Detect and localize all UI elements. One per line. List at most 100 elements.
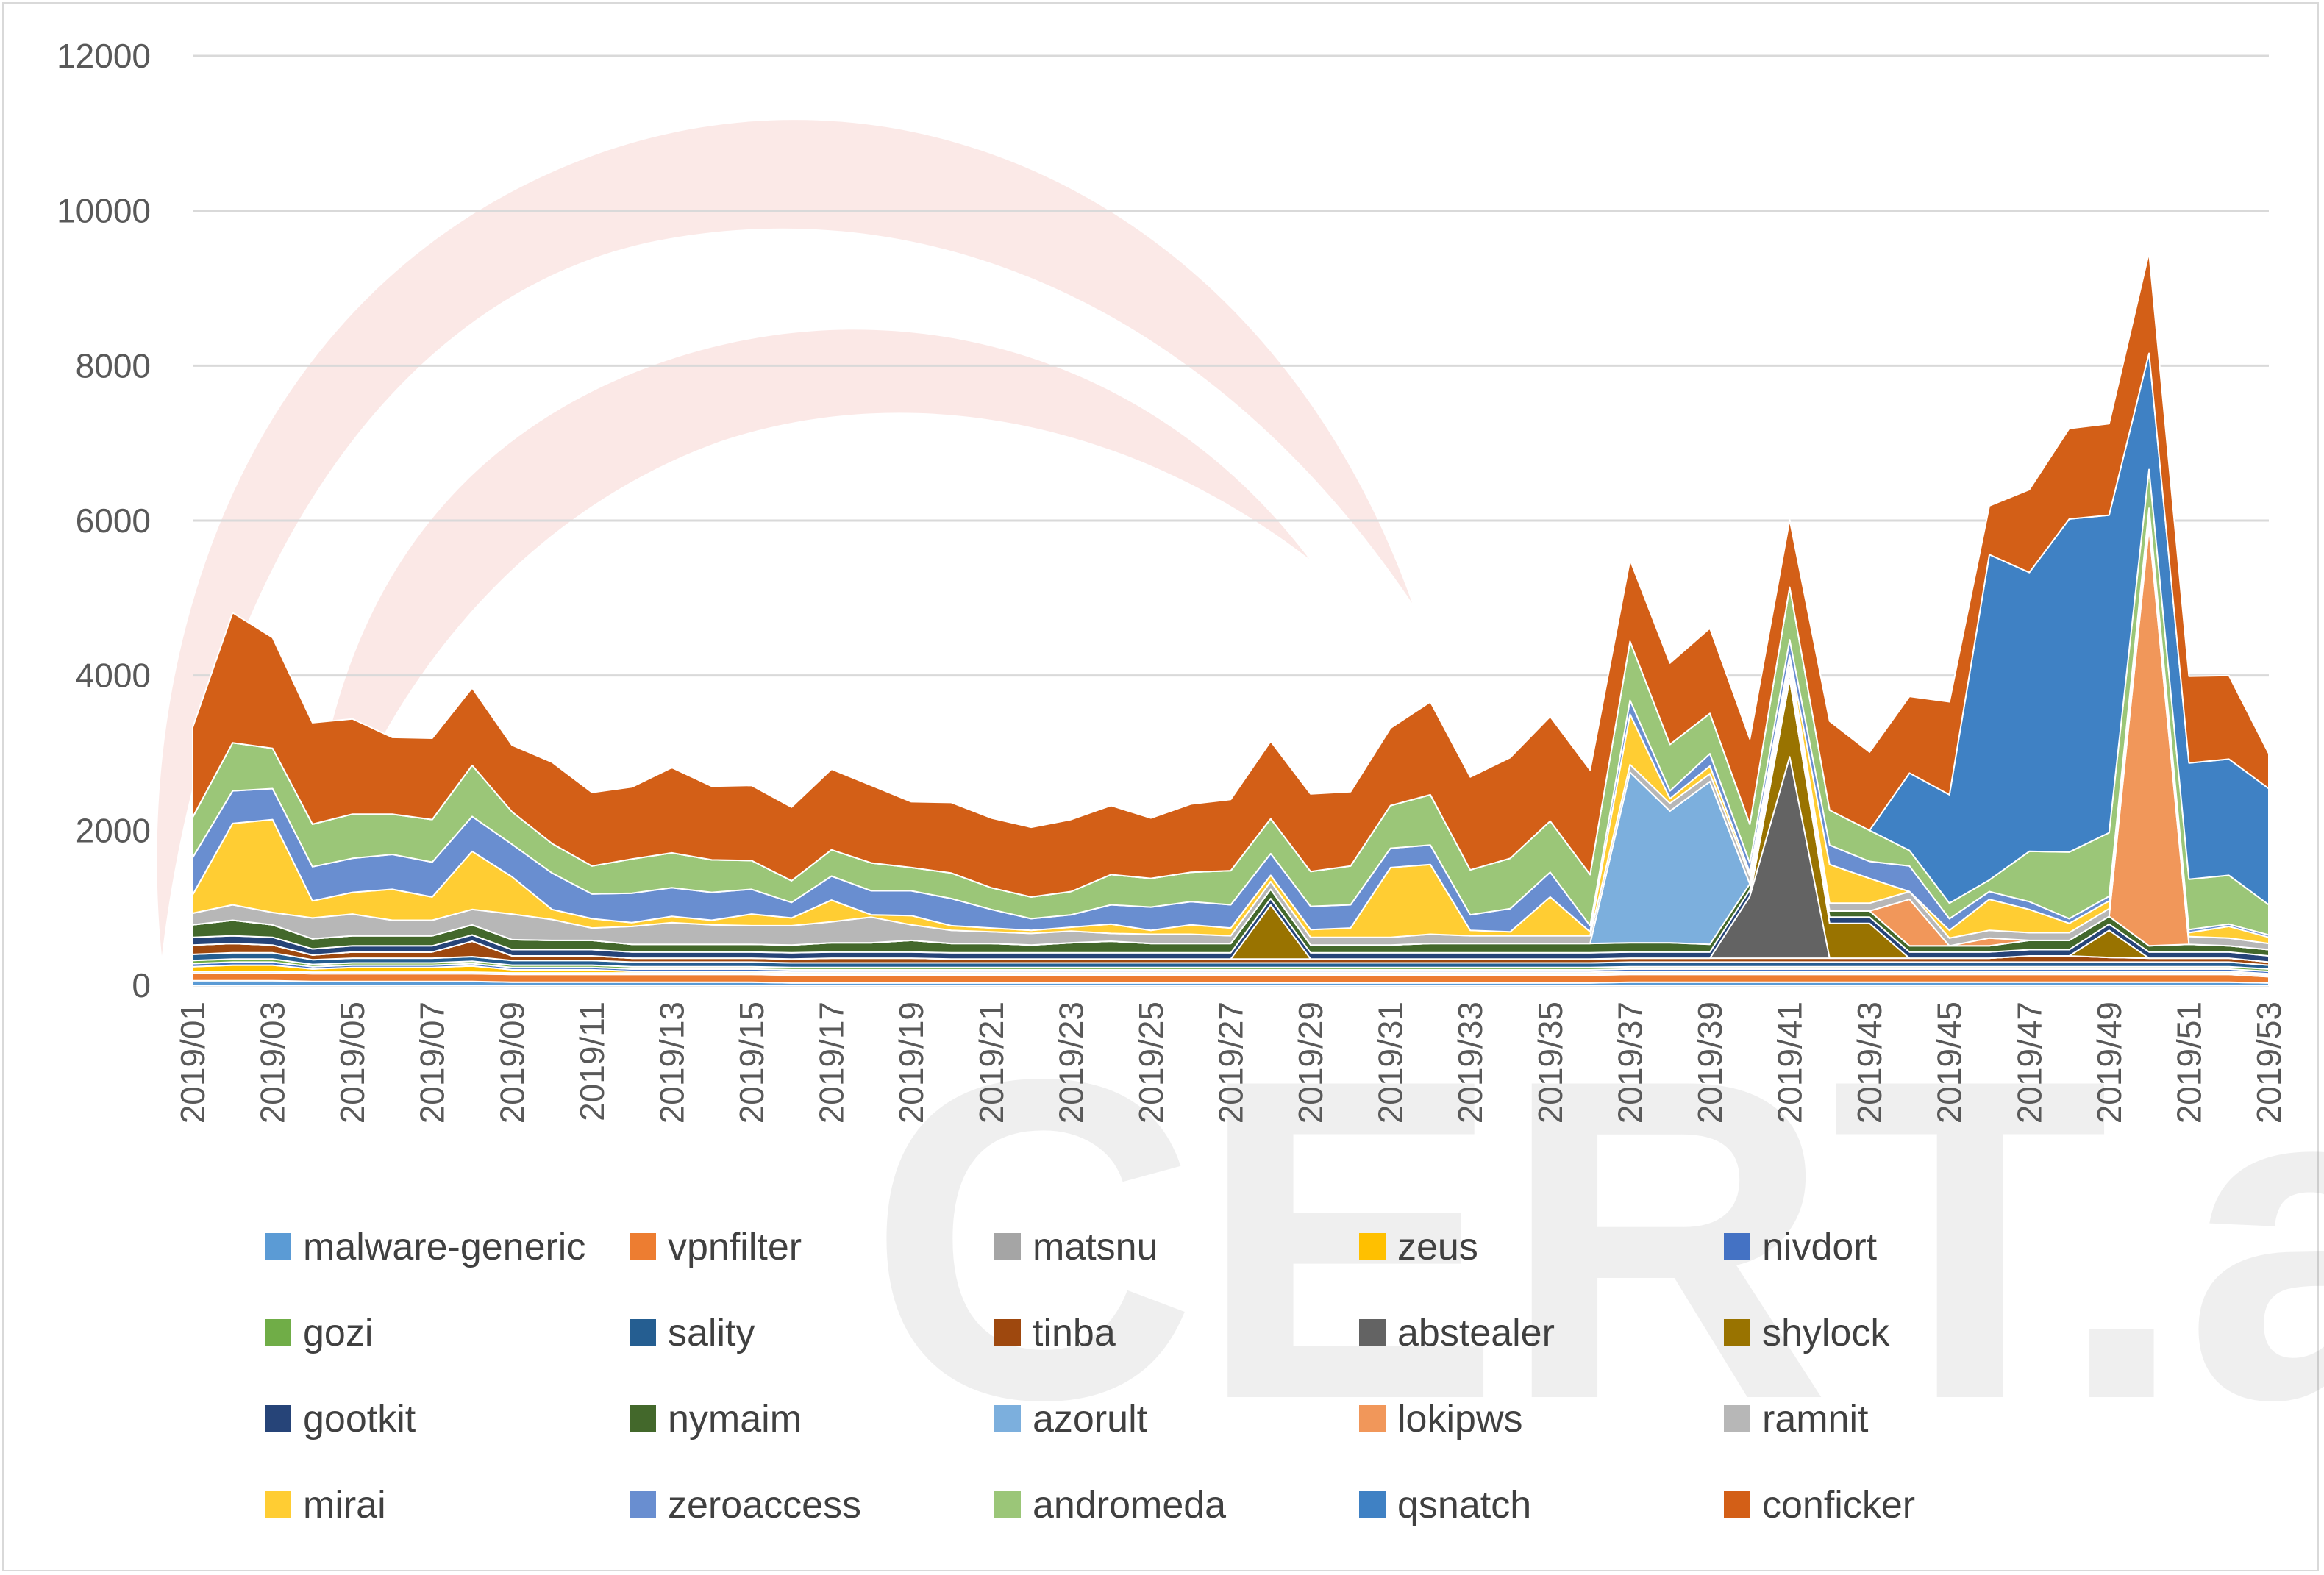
x-tick-label: 2019/27 — [1212, 1001, 1250, 1124]
legend-label: lokipws — [1397, 1398, 1523, 1440]
legend-swatch — [265, 1233, 291, 1260]
legend-label: nymaim — [668, 1398, 802, 1440]
legend-label: malware-generic — [303, 1226, 585, 1268]
legend-swatch — [1359, 1405, 1386, 1432]
area-conficker — [192, 251, 2270, 898]
legend-item-ramnit: ramnit — [1724, 1398, 1869, 1440]
legend-item-lokipws: lokipws — [1359, 1398, 1523, 1440]
legend-label: abstealer — [1397, 1312, 1555, 1354]
x-tick-label: 2019/37 — [1611, 1001, 1649, 1124]
legend-item-malware-generic: malware-generic — [265, 1226, 585, 1268]
series-areas — [192, 251, 2270, 986]
legend-item-mirai: mirai — [265, 1484, 386, 1526]
y-tick-label: 2000 — [76, 811, 151, 849]
y-tick-label: 10000 — [57, 192, 151, 230]
legend-label: vpnfilter — [668, 1226, 802, 1268]
y-tick-label: 4000 — [76, 657, 151, 695]
x-tick-label: 2019/45 — [1931, 1001, 1969, 1124]
legend-item-zeroaccess: zeroaccess — [630, 1484, 861, 1526]
x-tick-label: 2019/01 — [174, 1001, 212, 1124]
x-tick-label: 2019/41 — [1771, 1001, 1809, 1124]
y-tick-label: 12000 — [57, 37, 151, 75]
x-tick-label: 2019/07 — [413, 1001, 452, 1124]
legend-label: azorult — [1033, 1398, 1148, 1440]
legend-swatch — [1359, 1491, 1386, 1518]
x-tick-label: 2019/39 — [1691, 1001, 1729, 1124]
legend-label: ramnit — [1762, 1398, 1869, 1440]
x-tick-label: 2019/51 — [2170, 1001, 2208, 1124]
legend-label: conficker — [1762, 1484, 1915, 1526]
legend-item-abstealer: abstealer — [1359, 1312, 1555, 1354]
legend-item-andromeda: andromeda — [994, 1484, 1226, 1526]
legend-swatch — [1724, 1405, 1750, 1432]
x-tick-label: 2019/21 — [972, 1001, 1010, 1124]
legend-item-qsnatch: qsnatch — [1359, 1484, 1531, 1526]
legend-label: tinba — [1033, 1312, 1116, 1354]
legend-swatch — [1359, 1319, 1386, 1346]
x-tick-label: 2019/15 — [733, 1001, 771, 1124]
legend-swatch — [265, 1319, 291, 1346]
legend-item-shylock: shylock — [1724, 1312, 1890, 1354]
x-tick-label: 2019/13 — [652, 1001, 691, 1124]
legend-swatch — [994, 1233, 1021, 1260]
legend-swatch — [265, 1491, 291, 1518]
x-tick-label: 2019/05 — [333, 1001, 371, 1124]
legend-swatch — [630, 1405, 656, 1432]
legend-swatch — [630, 1233, 656, 1260]
x-tick-label: 2019/33 — [1451, 1001, 1489, 1124]
x-tick-label: 2019/31 — [1372, 1001, 1410, 1124]
legend-swatch — [994, 1405, 1021, 1432]
legend-item-gozi: gozi — [265, 1312, 373, 1354]
legend-label: nivdort — [1762, 1226, 1878, 1268]
x-tick-label: 2019/43 — [1850, 1001, 1889, 1124]
x-tick-label: 2019/53 — [2250, 1001, 2288, 1124]
legend: malware-generic vpnfilter matsnu zeus nivdor… — [265, 1226, 1915, 1526]
x-tick-label: 2019/09 — [493, 1001, 531, 1124]
y-tick-label: 6000 — [76, 501, 151, 540]
legend-item-gootkit: gootkit — [265, 1398, 416, 1440]
legend-item-nivdort: nivdort — [1724, 1226, 1878, 1268]
legend-item-conficker: conficker — [1724, 1484, 1915, 1526]
legend-item-tinba: tinba — [994, 1312, 1116, 1354]
legend-swatch — [1724, 1319, 1750, 1346]
legend-swatch — [994, 1491, 1021, 1518]
y-tick-label: 0 — [132, 966, 151, 1004]
x-tick-label: 2019/23 — [1052, 1001, 1090, 1124]
legend-swatch — [630, 1319, 656, 1346]
x-tick-label: 2019/11 — [573, 1001, 611, 1121]
x-tick-label: 2019/03 — [254, 1001, 292, 1124]
legend-label: gootkit — [303, 1398, 416, 1440]
legend-label: shylock — [1762, 1312, 1890, 1354]
y-axis: 0 2000 4000 6000 8000 10000 12000 — [57, 37, 151, 1004]
legend-swatch — [630, 1491, 656, 1518]
legend-swatch — [1724, 1491, 1750, 1518]
legend-item-vpnfilter: vpnfilter — [630, 1226, 802, 1268]
legend-label: sality — [668, 1312, 755, 1354]
legend-item-sality: sality — [630, 1312, 755, 1354]
x-tick-label: 2019/29 — [1291, 1001, 1330, 1124]
x-axis: 2019/01 2019/03 2019/05 2019/07 2019/09 2019/… — [174, 1001, 2288, 1124]
x-tick-label: 2019/17 — [813, 1001, 851, 1124]
legend-label: qsnatch — [1397, 1484, 1531, 1526]
x-tick-label: 2019/35 — [1531, 1001, 1569, 1124]
legend-label: matsnu — [1033, 1226, 1158, 1268]
legend-swatch — [994, 1319, 1021, 1346]
legend-item-nymaim: nymaim — [630, 1398, 802, 1440]
x-tick-label: 2019/47 — [2010, 1001, 2048, 1124]
legend-item-zeus: zeus — [1359, 1226, 1478, 1268]
legend-label: gozi — [303, 1312, 373, 1354]
legend-item-matsnu: matsnu — [994, 1226, 1158, 1268]
legend-label: zeus — [1397, 1226, 1478, 1268]
legend-swatch — [265, 1405, 291, 1432]
legend-label: zeroaccess — [668, 1484, 861, 1526]
legend-label: mirai — [303, 1484, 386, 1526]
cert-at-watermark: CERT.at — [157, 120, 2324, 1494]
legend-swatch — [1724, 1233, 1750, 1260]
legend-item-azorult: azorult — [994, 1398, 1148, 1440]
x-tick-label: 2019/25 — [1132, 1001, 1170, 1124]
legend-swatch — [1359, 1233, 1386, 1260]
y-tick-label: 8000 — [76, 346, 151, 385]
watermark-text: CERT.at — [868, 985, 2324, 1494]
watermark-swoosh-inner — [309, 329, 1309, 919]
